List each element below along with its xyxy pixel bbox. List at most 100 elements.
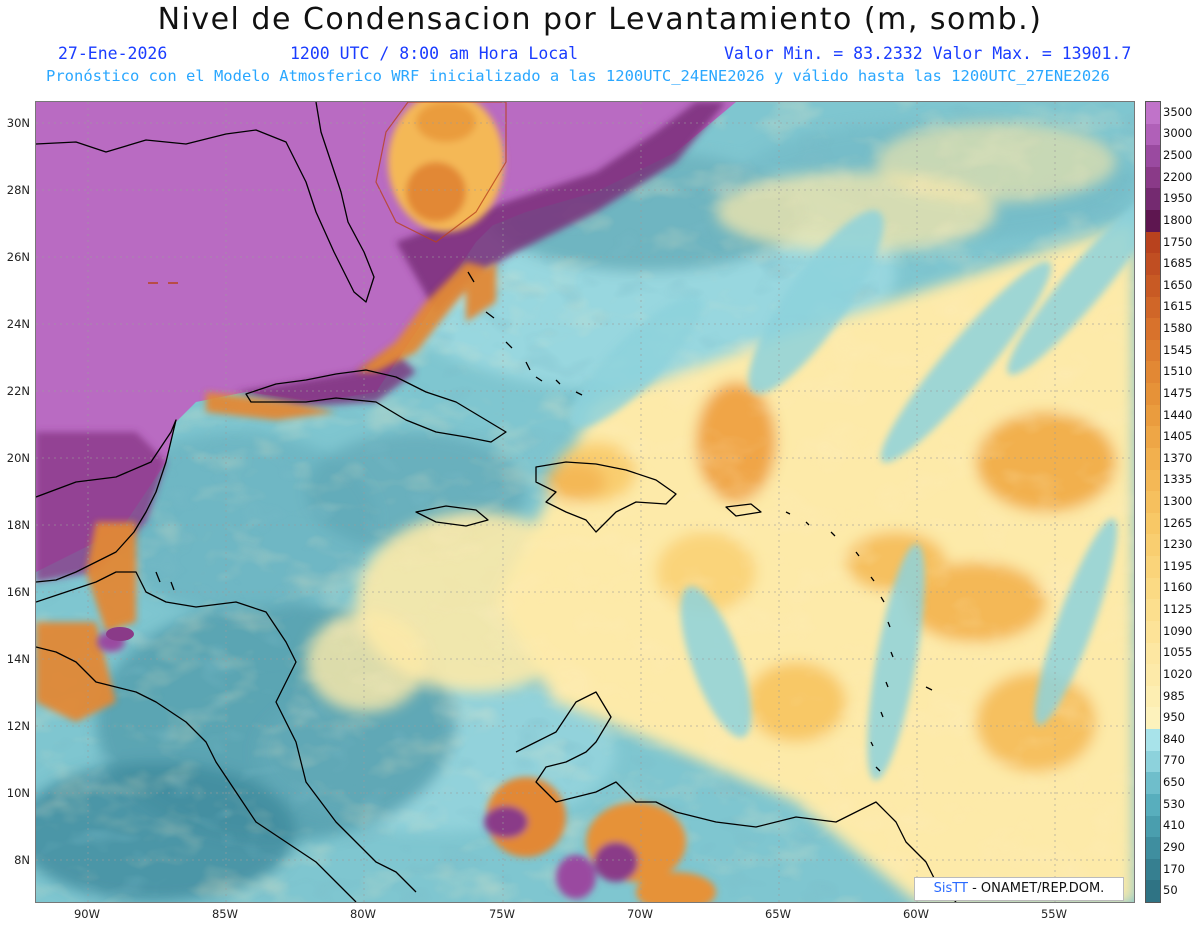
colorbar-segment (1146, 469, 1160, 492)
colorbar-segment (1146, 166, 1160, 189)
colorbar-segment (1146, 231, 1160, 254)
colorbar-label: 1090 (1163, 623, 1193, 638)
colorbar-label: 2500 (1163, 148, 1193, 163)
sispi-logo: SisTT (933, 881, 968, 896)
colorbar-segment (1146, 642, 1160, 665)
colorbar-segment (1146, 729, 1160, 752)
colorbar-label: 1440 (1163, 407, 1193, 422)
colorbar-label: 1650 (1163, 277, 1193, 292)
colorbar-label: 1055 (1163, 645, 1193, 660)
lcl-field (36, 102, 1134, 902)
lon-label: 55W (1040, 907, 1067, 921)
colorbar-segment (1146, 123, 1160, 146)
credit-box: SisTT - ONAMET/REP.DOM. (914, 877, 1124, 901)
credit-org: - ONAMET/REP.DOM. (967, 881, 1105, 896)
colorbar-segment (1146, 512, 1160, 535)
colorbar-label: 1405 (1163, 429, 1193, 444)
colorbar-label: 3000 (1163, 126, 1193, 141)
lat-label: 16N (6, 585, 30, 599)
colorbar-label: 1950 (1163, 191, 1193, 206)
colorbar-label: 290 (1163, 839, 1185, 854)
colorbar-label: 1195 (1163, 558, 1193, 573)
colorbar-segment (1146, 837, 1160, 860)
lon-label: 85W (211, 907, 238, 921)
colorbar-segment (1146, 253, 1160, 276)
colorbar-segment (1146, 620, 1160, 644)
colorbar-label: 1580 (1163, 321, 1193, 336)
colorbar-label: 1615 (1163, 299, 1193, 314)
colorbar-label: 1125 (1163, 602, 1193, 617)
colorbar-label: 650 (1163, 775, 1185, 790)
coastlines (36, 102, 957, 902)
lat-label: 18N (6, 518, 30, 532)
colorbar-segment (1146, 750, 1160, 773)
colorbar-segment (1146, 102, 1160, 125)
colorbar-label: 170 (1163, 861, 1185, 876)
colorbar-segment (1146, 772, 1160, 795)
colorbar-segment (1146, 188, 1160, 211)
colorbar-label: 1475 (1163, 385, 1193, 400)
colorbar-segment (1146, 793, 1160, 816)
colorbar-label: 1265 (1163, 515, 1193, 530)
colorbar-label: 410 (1163, 818, 1185, 833)
colorbar-label: 1545 (1163, 342, 1193, 357)
forecast-time: 1200 UTC / 8:00 am Hora Local (290, 44, 579, 63)
colorbar-segment (1146, 577, 1160, 600)
colorbar-segment (1146, 815, 1160, 838)
lat-label: 26N (6, 250, 30, 264)
lon-label: 80W (349, 907, 376, 921)
colorbar-segment (1146, 491, 1160, 514)
colorbar-label: 1510 (1163, 364, 1193, 379)
colorbar (1145, 101, 1161, 903)
colorbar-label: 2200 (1163, 169, 1193, 184)
colorbar-segment (1146, 447, 1160, 471)
colorbar-label: 1750 (1163, 234, 1193, 249)
colorbar-label: 1370 (1163, 450, 1193, 465)
colorbar-segment (1146, 685, 1160, 708)
colorbar-label: 1230 (1163, 537, 1193, 552)
colorbar-label: 1685 (1163, 256, 1193, 271)
colorbar-label: 1800 (1163, 212, 1193, 227)
colorbar-label: 50 (1163, 883, 1178, 898)
colorbar-label: 1020 (1163, 666, 1193, 681)
colorbar-segment (1146, 210, 1160, 233)
colorbar-segment (1146, 880, 1160, 903)
colorbar-segment (1146, 274, 1160, 298)
colorbar-segment (1146, 664, 1160, 687)
lat-label: 24N (6, 317, 30, 331)
lat-label: 10N (6, 786, 30, 800)
lat-label: 22N (6, 384, 30, 398)
value-min-max: Valor Min. = 83.2332 Valor Max. = 13901.… (724, 44, 1132, 63)
lon-label: 60W (902, 907, 929, 921)
colorbar-segment (1146, 296, 1160, 319)
colorbar-segment (1146, 318, 1160, 341)
colorbar-segment (1146, 599, 1160, 622)
colorbar-segment (1146, 707, 1160, 730)
colorbar-segment (1146, 404, 1160, 427)
lon-label: 70W (626, 907, 653, 921)
lon-label: 90W (73, 907, 100, 921)
colorbar-segment (1146, 361, 1160, 384)
lat-label: 8N (14, 853, 30, 867)
colorbar-label: 1300 (1163, 494, 1193, 508)
colorbar-label: 840 (1163, 731, 1185, 746)
colorbar-label: 770 (1163, 753, 1185, 768)
colorbar-label: 1335 (1163, 472, 1193, 487)
lat-label: 14N (6, 652, 30, 666)
colorbar-label: 530 (1163, 796, 1185, 811)
lon-label: 65W (764, 907, 791, 921)
colorbar-label: 950 (1163, 710, 1185, 725)
lat-label: 30N (6, 116, 30, 130)
forecast-date: 27-Ene-2026 (58, 44, 168, 63)
colorbar-label: 985 (1163, 688, 1185, 703)
lat-label: 28N (6, 183, 30, 197)
map-panel[interactable] (35, 101, 1135, 903)
lat-label: 12N (6, 719, 30, 733)
colorbar-segment (1146, 426, 1160, 449)
forecast-note: Pronóstico con el Modelo Atmosferico WRF… (46, 67, 1110, 85)
lat-label: 20N (6, 451, 30, 465)
lon-label: 75W (488, 907, 515, 921)
colorbar-segment (1146, 383, 1160, 406)
colorbar-segment (1146, 534, 1160, 557)
colorbar-segment (1146, 556, 1160, 579)
